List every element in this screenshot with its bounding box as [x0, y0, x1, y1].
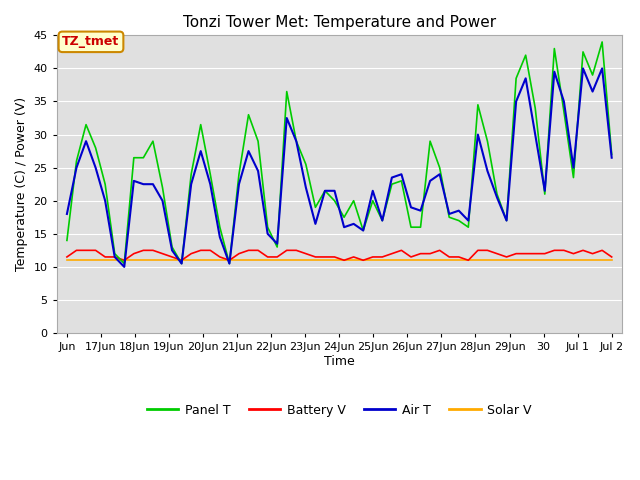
Title: Tonzi Tower Met: Temperature and Power: Tonzi Tower Met: Temperature and Power	[183, 15, 496, 30]
Text: TZ_tmet: TZ_tmet	[62, 36, 120, 48]
Y-axis label: Temperature (C) / Power (V): Temperature (C) / Power (V)	[15, 97, 28, 271]
X-axis label: Time: Time	[324, 355, 355, 368]
Legend: Panel T, Battery V, Air T, Solar V: Panel T, Battery V, Air T, Solar V	[142, 399, 536, 422]
